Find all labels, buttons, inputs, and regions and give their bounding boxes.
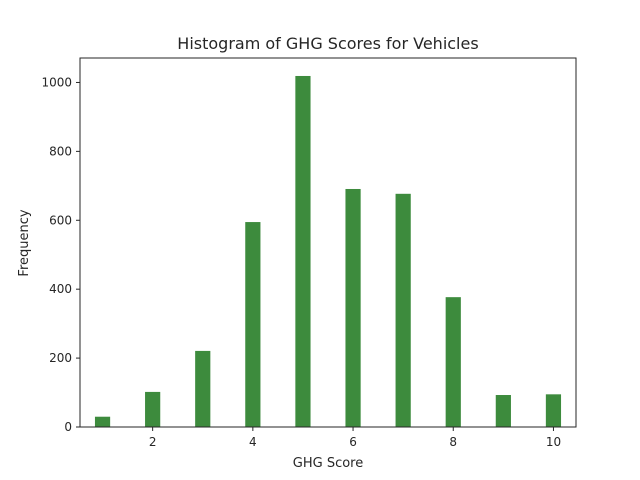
y-tick-label: 400 (49, 282, 72, 296)
chart-title: Histogram of GHG Scores for Vehicles (177, 34, 478, 53)
y-tick-label: 0 (64, 420, 72, 434)
bar-score-10 (545, 393, 562, 428)
x-tick-label: 6 (349, 435, 357, 449)
bar-score-8 (444, 296, 462, 428)
bars-group (94, 75, 562, 428)
x-tick-label: 4 (249, 435, 257, 449)
bar-score-1 (94, 415, 111, 428)
bar-score-7 (394, 193, 412, 428)
y-axis: 0 200 400 600 800 1000 (41, 75, 80, 434)
bar-score-6 (344, 188, 362, 428)
y-axis-label: Frequency (17, 209, 32, 276)
bar-score-3 (194, 350, 212, 428)
y-tick-label: 200 (49, 351, 72, 365)
plot-area-frame (79, 57, 577, 428)
bar-score-5 (294, 75, 312, 428)
y-tick-label: 600 (49, 213, 72, 227)
x-axis: 2 4 6 8 10 (149, 427, 561, 449)
bar-score-4 (244, 221, 262, 428)
y-tick-label: 1000 (41, 75, 72, 89)
y-tick-label: 800 (49, 144, 72, 158)
x-tick-label: 2 (149, 435, 157, 449)
bar-score-9 (494, 394, 512, 428)
bar-score-2 (144, 391, 162, 428)
x-tick-label: 8 (449, 435, 457, 449)
x-tick-label: 10 (546, 435, 561, 449)
x-axis-label: GHG Score (293, 456, 363, 471)
